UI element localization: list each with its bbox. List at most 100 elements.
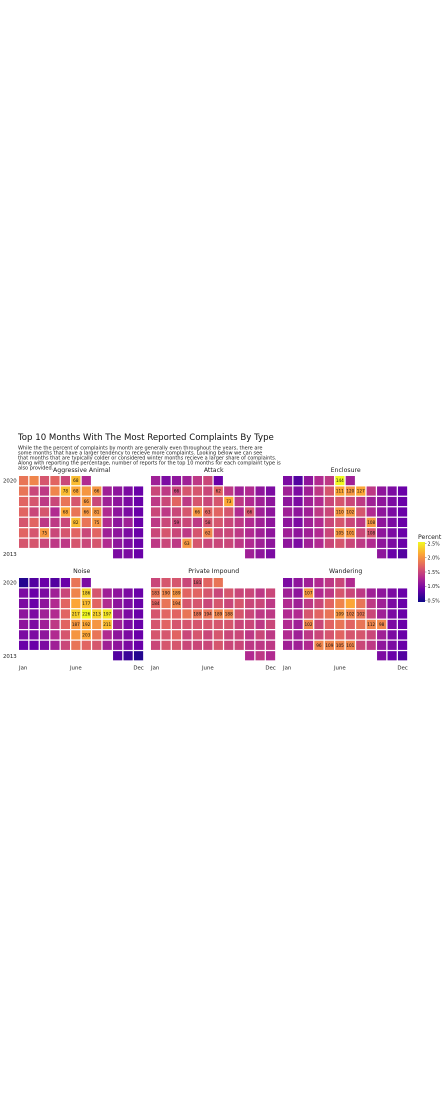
heatmap-cell [29, 486, 39, 496]
heatmap-cell [60, 507, 70, 517]
heatmap-cell [303, 640, 314, 650]
heatmap-cell [81, 578, 91, 588]
heatmap-cell [387, 517, 397, 527]
heatmap-cell [182, 588, 192, 598]
heatmap-cell [102, 588, 112, 598]
heatmap-cell [213, 619, 223, 629]
heatmap-cell [113, 517, 123, 527]
heatmap-cell [245, 630, 255, 640]
heatmap-cell [203, 588, 213, 598]
heatmap-cell [192, 517, 202, 527]
heatmap-cell [133, 507, 144, 517]
heatmap-cell [182, 476, 192, 486]
heatmap-cell [133, 549, 144, 559]
heatmap-cell [182, 528, 192, 538]
heatmap-cell [151, 517, 161, 527]
heatmap-cell [314, 598, 324, 609]
heatmap-cell [50, 538, 60, 548]
heatmap-cell [397, 640, 408, 650]
heatmap-cell [71, 538, 81, 548]
heatmap-cell [213, 588, 223, 598]
heatmap-cell [113, 507, 123, 517]
heatmap-cell [387, 549, 397, 559]
heatmap-cell [133, 609, 144, 619]
heatmap-cell [50, 486, 60, 496]
cell-count-label: 105 [336, 643, 344, 648]
panel-title: Wandering [329, 568, 362, 575]
heatmap-cell [303, 630, 314, 640]
heatmap-cell [303, 538, 314, 548]
heatmap-cell [39, 588, 50, 598]
legend-colorbar [418, 542, 425, 602]
cell-count-label: 194 [204, 612, 212, 617]
subtitle-line-4: Along with reporting the percentage, num… [18, 461, 281, 467]
heatmap-cell [283, 496, 293, 507]
heatmap-cell [265, 640, 276, 650]
cell-count-label: 181 [193, 580, 201, 585]
chart-title: Top 10 Months With The Most Reported Com… [17, 433, 274, 443]
heatmap-cell [19, 588, 29, 598]
x-tick-label: Dec [397, 666, 407, 672]
heatmap-cell [324, 640, 334, 650]
panel-title: Attack [204, 467, 224, 474]
heatmap-cell [171, 486, 182, 496]
heatmap-cell [397, 507, 408, 517]
heatmap-cell [265, 496, 276, 507]
heatmap-cell [60, 486, 70, 496]
cell-count-label: 187 [72, 622, 80, 627]
heatmap-cell [265, 598, 276, 609]
heatmap-cell [102, 609, 112, 619]
legend-tick-label: 0.5% [428, 598, 441, 604]
heatmap-cell [161, 609, 171, 619]
heatmap-cell [182, 496, 192, 507]
heatmap-cell [29, 538, 39, 548]
heatmap-cell [71, 517, 81, 527]
heatmap-cell [293, 517, 303, 527]
heatmap-cell [283, 640, 293, 650]
heatmap-cell [39, 640, 50, 650]
heatmap-cell [283, 528, 293, 538]
y-tick-label: 2020 [3, 479, 17, 485]
heatmap-cell [245, 486, 255, 496]
cell-count-label: 112 [367, 622, 375, 627]
heatmap-cell [387, 528, 397, 538]
heatmap-cell [102, 538, 112, 548]
heatmap-cell [245, 496, 255, 507]
heatmap-cell [81, 496, 91, 507]
heatmap-cell [255, 496, 265, 507]
heatmap-cell [151, 609, 161, 619]
heatmap-cell [314, 630, 324, 640]
heatmap-cell [224, 588, 234, 598]
heatmap-cell [356, 517, 366, 527]
cell-count-label: 66 [195, 510, 201, 515]
heatmap-cell [335, 486, 345, 496]
heatmap-cell [92, 588, 102, 598]
heatmap-cell [71, 588, 81, 598]
heatmap-cell [133, 486, 144, 496]
heatmap-cell [171, 630, 182, 640]
cell-count-label: 62 [205, 530, 211, 535]
heatmap-cell [60, 630, 70, 640]
heatmap-cell [345, 538, 355, 548]
heatmap-cell [314, 517, 324, 527]
heatmap-cell [102, 640, 112, 650]
heatmap-cell [397, 598, 408, 609]
heatmap-cell [133, 619, 144, 629]
heatmap-cell [161, 619, 171, 629]
heatmap-cell [303, 517, 314, 527]
heatmap-cell [377, 588, 387, 598]
heatmap-cell [19, 476, 29, 486]
heatmap-cell [151, 598, 161, 609]
heatmap-cell [387, 496, 397, 507]
heatmap-cell [29, 630, 39, 640]
heatmap-cell [92, 630, 102, 640]
heatmap-cell [182, 517, 192, 527]
cell-count-label: 194 [173, 601, 181, 606]
heatmap-cell [356, 609, 366, 619]
x-tick-label: Jan [18, 666, 27, 672]
heatmap-cell [60, 578, 70, 588]
heatmap-cell [161, 507, 171, 517]
heatmap-cell [366, 486, 376, 496]
heatmap-cell [213, 630, 223, 640]
